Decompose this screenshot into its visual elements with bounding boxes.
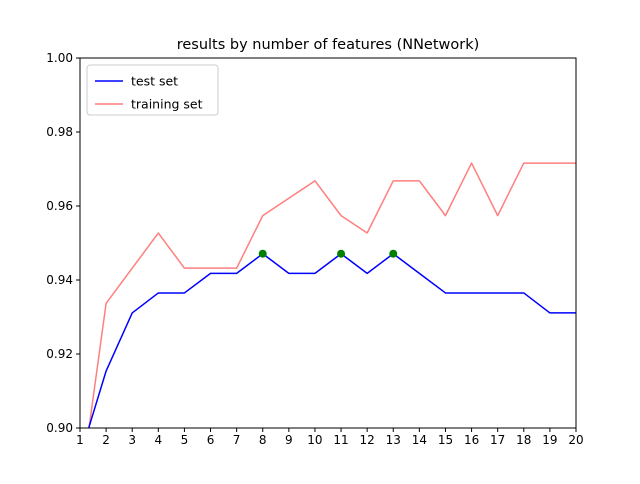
x-tick-label: 1 [76, 433, 84, 447]
series-line-training-set [88, 162, 576, 428]
highlight-point [389, 249, 398, 258]
x-tick-label: 7 [233, 433, 241, 447]
highlight-point [258, 249, 267, 258]
x-tick-label: 13 [386, 433, 401, 447]
x-tick-label: 2 [102, 433, 110, 447]
x-tick-label: 15 [438, 433, 453, 447]
y-tick-label: 0.96 [46, 199, 73, 213]
x-tick-label: 3 [128, 433, 136, 447]
x-axis: 1 2 3 4 5 6 7 8 9 10 11 12 13 14 15 16 17 18 19 20 [76, 428, 584, 447]
y-tick-label: 0.98 [46, 125, 73, 139]
x-tick-label: 8 [259, 433, 267, 447]
legend: test set training set [86, 64, 219, 116]
x-tick-label: 10 [307, 433, 322, 447]
y-tick-label: 1.00 [46, 51, 73, 65]
y-tick-label: 0.92 [46, 347, 73, 361]
y-tick-label: 0.90 [46, 421, 73, 435]
legend-label: training set [131, 97, 203, 112]
y-axis: 0.90 0.92 0.94 0.96 0.98 1.00 [46, 51, 80, 435]
chart-title: results by number of features (NNetwork) [177, 37, 480, 53]
x-tick-label: 5 [181, 433, 189, 447]
x-tick-label: 6 [207, 433, 215, 447]
legend-box [86, 64, 219, 116]
x-tick-label: 16 [464, 433, 479, 447]
series-line-test-set [87, 252, 576, 428]
highlight-points-layer [258, 249, 398, 258]
x-tick-label: 12 [360, 433, 375, 447]
x-tick-label: 20 [568, 433, 583, 447]
x-tick-label: 17 [490, 433, 505, 447]
x-tick-label: 14 [412, 433, 427, 447]
x-tick-label: 11 [333, 433, 348, 447]
series-layer [87, 162, 576, 428]
x-tick-label: 4 [154, 433, 162, 447]
x-tick-label: 18 [516, 433, 531, 447]
legend-label: test set [131, 74, 178, 89]
highlight-point [337, 249, 346, 258]
y-tick-label: 0.94 [46, 273, 73, 287]
x-tick-label: 9 [285, 433, 293, 447]
x-tick-label: 19 [542, 433, 557, 447]
plot-frame [79, 57, 577, 429]
